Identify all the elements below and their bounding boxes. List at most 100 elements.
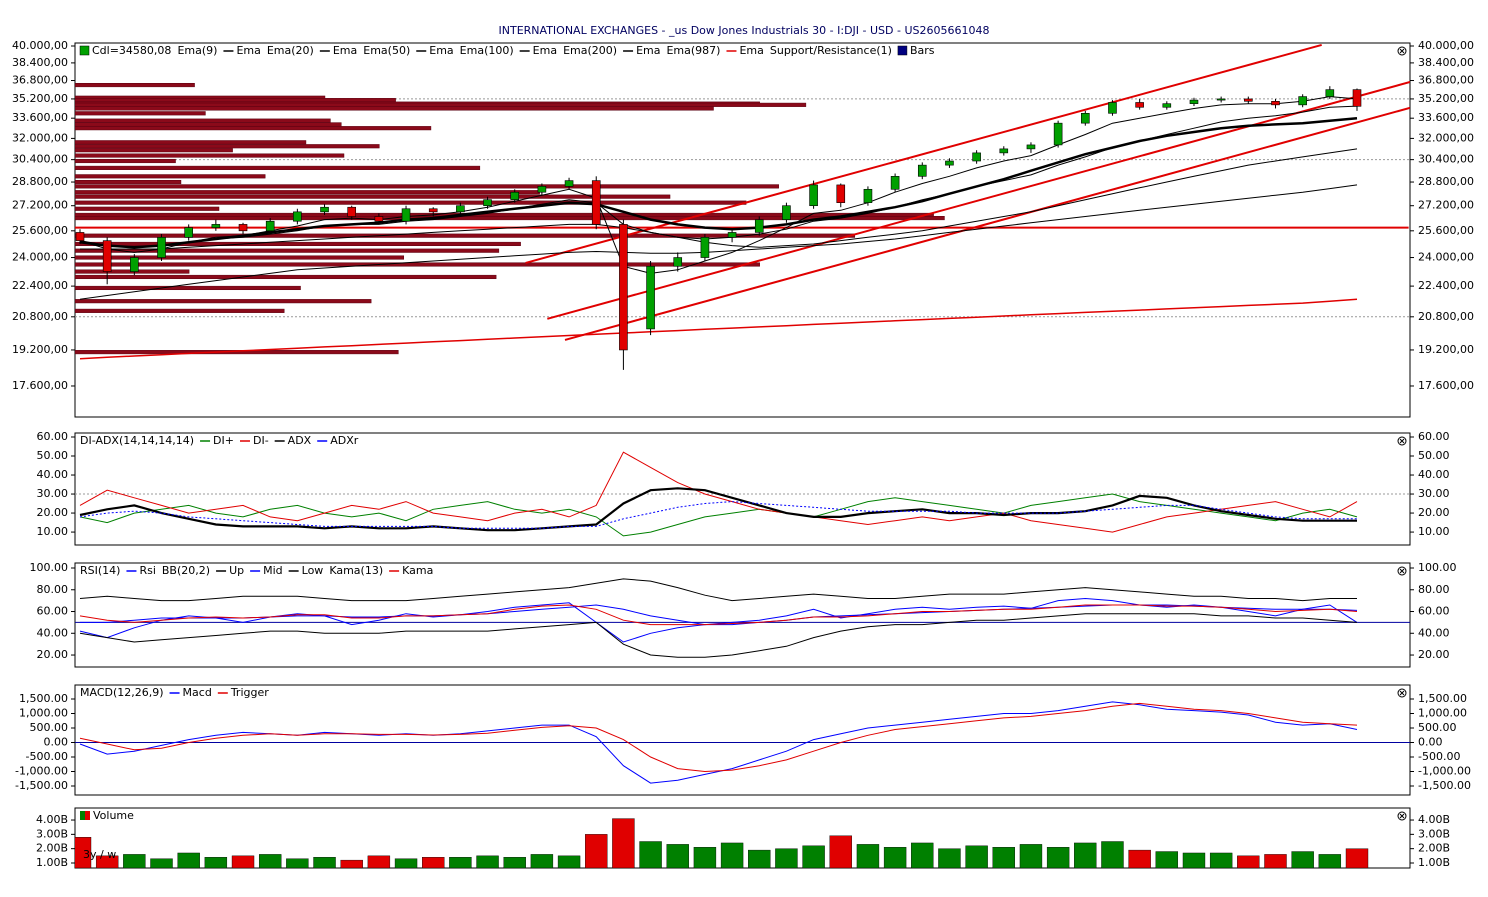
y2-tick-label: 1.00B xyxy=(1418,856,1450,869)
y2-tick-label: 40.00 xyxy=(1418,626,1450,639)
volume-bar xyxy=(992,847,1015,868)
candle-body xyxy=(456,205,465,213)
legend-label: Mid xyxy=(263,564,283,577)
profile-bar xyxy=(75,148,233,153)
indicator-line xyxy=(79,451,1358,533)
legend-label: Volume xyxy=(93,809,134,822)
candle-body xyxy=(1271,100,1280,106)
volume-bar xyxy=(911,842,934,868)
volume-bar xyxy=(1128,849,1151,868)
volume-bar xyxy=(476,855,499,868)
volume-bar xyxy=(258,854,282,868)
y-tick-label: 500.00 xyxy=(30,721,69,734)
volume-bar xyxy=(666,844,689,868)
legend-label: Low xyxy=(302,564,324,577)
y-tick-label: 40.00 xyxy=(37,468,69,481)
y2-tick-label: 0.00 xyxy=(1418,736,1443,749)
y2-tick-label: 17.600,00 xyxy=(1418,379,1474,392)
volume-bar xyxy=(693,847,717,868)
profile-bar xyxy=(75,106,714,111)
close-icon xyxy=(1399,48,1405,54)
y-tick-label: 4.00B xyxy=(36,813,68,826)
volume-bar xyxy=(1291,851,1314,868)
legend-label: Ema(20) xyxy=(267,44,314,57)
y2-tick-label: 30.00 xyxy=(1418,487,1450,500)
candle-body xyxy=(1216,98,1226,101)
volume-bar xyxy=(585,834,608,868)
profile-bar xyxy=(75,165,481,170)
legend-label: MACD(12,26,9) xyxy=(80,686,164,699)
profile-bar xyxy=(75,206,220,211)
volume-bar xyxy=(720,842,744,868)
ema-line xyxy=(79,96,1358,274)
profile-bar xyxy=(75,299,372,304)
y-tick-label: 33.600,00 xyxy=(12,111,68,124)
legend-label: Ema xyxy=(429,44,453,57)
volume-bar xyxy=(123,854,146,868)
y-tick-label: 28.800,00 xyxy=(12,175,68,188)
panel-frame xyxy=(74,432,1411,546)
profile-bar xyxy=(75,144,380,149)
candle-body xyxy=(564,180,574,187)
trendline xyxy=(547,81,1410,320)
candle-body xyxy=(102,240,112,272)
candle-body xyxy=(211,224,221,228)
legend-label: DI+ xyxy=(213,434,234,447)
volume-bar xyxy=(938,848,961,868)
y-tick-label: 40.000,00 xyxy=(12,39,68,52)
candle-body xyxy=(238,224,248,232)
legend-label: Ema(200) xyxy=(563,44,617,57)
legend-label: RSI(14) xyxy=(80,564,120,577)
y-tick-label: 2.00B xyxy=(36,842,68,855)
panel-frame xyxy=(74,684,1411,796)
volume-bar xyxy=(503,857,526,868)
candle-body xyxy=(347,206,357,217)
profile-bar xyxy=(75,153,345,158)
close-icon xyxy=(1399,690,1405,696)
y2-tick-label: 60.00 xyxy=(1418,605,1450,618)
volume-bar xyxy=(802,845,825,868)
legend-label: Kama xyxy=(402,564,433,577)
candle-body xyxy=(945,160,954,166)
volume-bar xyxy=(775,848,798,868)
y2-tick-label: 40.00 xyxy=(1418,468,1450,481)
legend-label: Bars xyxy=(910,44,935,57)
y-tick-label: 22.400,00 xyxy=(12,279,68,292)
y2-tick-label: 28.800,00 xyxy=(1418,175,1474,188)
volume-bar xyxy=(639,841,662,868)
y2-tick-label: -1,500.00 xyxy=(1418,779,1471,792)
legend-label: Cdl=34580,08 xyxy=(92,44,171,57)
indicator-line xyxy=(79,493,1358,537)
candle-body xyxy=(1189,99,1199,104)
y2-tick-label: 50.00 xyxy=(1418,449,1450,462)
y2-tick-label: 100.00 xyxy=(1418,561,1457,574)
candle-body xyxy=(293,211,302,222)
volume-bar xyxy=(367,855,391,868)
y2-tick-label: 10.00 xyxy=(1418,525,1450,538)
profile-bar xyxy=(75,262,760,267)
y-tick-label: 27.200,00 xyxy=(12,199,68,212)
y-tick-label: 30.00 xyxy=(37,487,69,500)
legend-label: Ema(987) xyxy=(666,44,720,57)
y2-tick-label: 2.00B xyxy=(1418,842,1450,855)
legend-label: Rsi xyxy=(139,564,155,577)
plot-area xyxy=(75,578,1410,658)
profile-bar xyxy=(75,274,497,280)
profile-bar xyxy=(75,126,432,131)
volume-bar xyxy=(1101,841,1124,868)
y2-tick-label: 500.00 xyxy=(1418,721,1457,734)
profile-bar xyxy=(75,241,521,247)
close-icon xyxy=(1399,438,1405,444)
profile-bar xyxy=(75,194,671,199)
volume-bar xyxy=(1046,847,1070,868)
indicator-line xyxy=(79,487,1357,532)
y-tick-label: 0.00 xyxy=(44,736,69,749)
candle-body xyxy=(700,237,710,258)
volume-bar xyxy=(1209,852,1233,868)
legend-label: Ema(9) xyxy=(177,44,217,57)
y-tick-label: 20.00 xyxy=(37,648,69,661)
y2-tick-label: -500.00 xyxy=(1418,750,1460,763)
ema-line xyxy=(79,298,1358,360)
volume-bar xyxy=(883,847,907,868)
y-tick-label: 25.600,00 xyxy=(12,224,68,237)
